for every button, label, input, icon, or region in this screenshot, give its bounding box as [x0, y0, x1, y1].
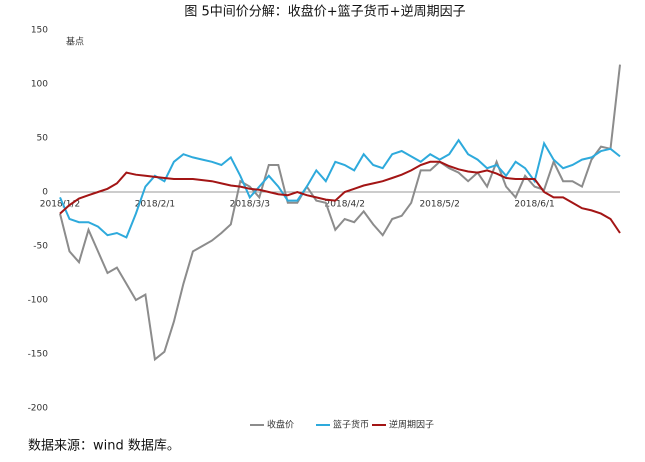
legend-label: 篮子货币 — [333, 419, 369, 431]
source-note: 数据来源：wind 数据库。 — [28, 438, 180, 454]
x-tick-label: 2018/5/2 — [419, 200, 459, 210]
chart-title: 图 5中间价分解：收盘价+篮子货币+逆周期因子 — [184, 4, 465, 20]
x-tick-label: 2018/4/2 — [325, 200, 365, 210]
series-line — [59, 160, 621, 234]
y-tick-label: -100 — [28, 296, 49, 306]
legend-label: 收盘价 — [267, 419, 294, 431]
x-tick-label: 2018/6/1 — [514, 200, 554, 210]
y-tick-label: -150 — [28, 350, 49, 360]
y-tick-label: 100 — [31, 80, 48, 90]
series-line — [59, 138, 621, 239]
y-tick-label: 50 — [37, 134, 49, 144]
y-tick-label: -200 — [28, 404, 49, 414]
y-tick-label: 0 — [42, 188, 48, 198]
y-axis-label: 基点 — [66, 36, 84, 48]
x-tick-label: 2018/3/3 — [230, 200, 270, 210]
legend-label: 逆周期因子 — [389, 419, 434, 431]
x-tick-label: 2018/1/2 — [40, 200, 80, 210]
series-line — [59, 64, 621, 362]
y-tick-label: 150 — [31, 26, 48, 36]
x-tick-label: 2018/2/1 — [135, 200, 175, 210]
y-tick-label: -50 — [33, 242, 48, 252]
